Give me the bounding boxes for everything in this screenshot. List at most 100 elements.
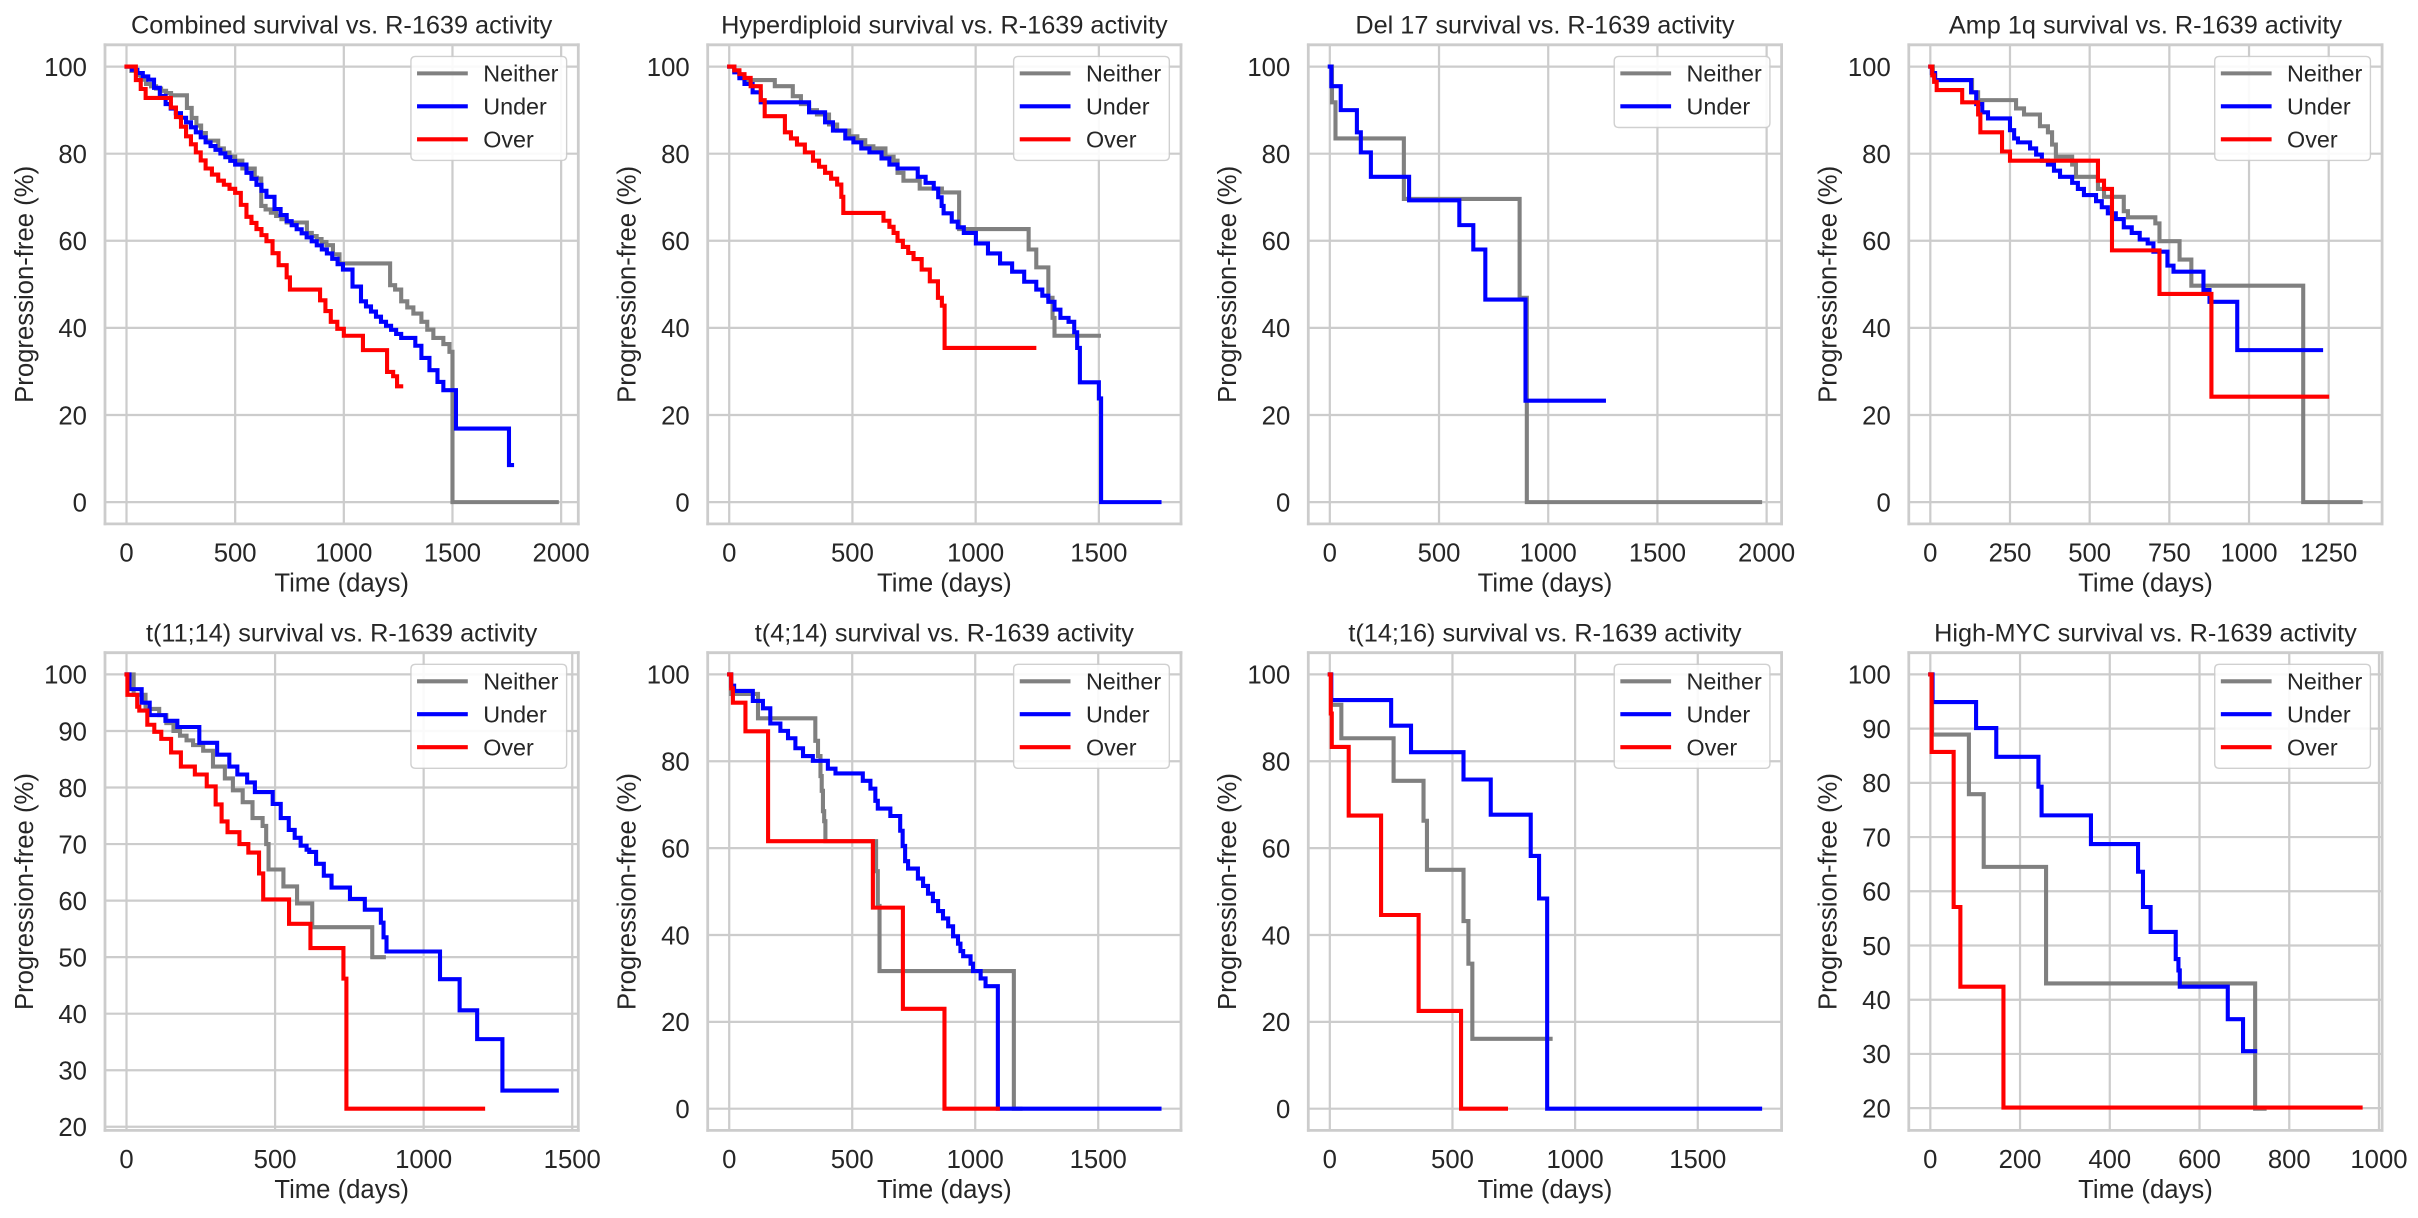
svg-text:1000: 1000 — [1547, 1146, 1604, 1174]
svg-text:0: 0 — [119, 540, 133, 568]
svg-text:Combined survival vs. R-1639 a: Combined survival vs. R-1639 activity — [131, 11, 553, 39]
svg-text:250: 250 — [1989, 540, 2032, 568]
svg-text:80: 80 — [1262, 141, 1291, 169]
svg-text:Over: Over — [1687, 734, 1738, 760]
svg-text:800: 800 — [2268, 1146, 2311, 1174]
svg-text:1500: 1500 — [1070, 1146, 1127, 1174]
svg-text:2000: 2000 — [1738, 540, 1795, 568]
svg-text:Neither: Neither — [1687, 61, 1762, 87]
svg-text:40: 40 — [661, 922, 690, 950]
svg-text:1000: 1000 — [2220, 540, 2277, 568]
svg-text:1500: 1500 — [544, 1146, 601, 1174]
svg-text:Under: Under — [1687, 701, 1751, 727]
svg-text:1000: 1000 — [2350, 1146, 2407, 1174]
svg-text:Del 17 survival vs. R-1639 act: Del 17 survival vs. R-1639 activity — [1355, 11, 1734, 39]
svg-text:100: 100 — [1247, 54, 1290, 82]
svg-text:Progression-free (%): Progression-free (%) — [1815, 773, 1843, 1010]
svg-text:Under: Under — [2287, 701, 2351, 727]
svg-text:Hyperdiploid survival vs. R-16: Hyperdiploid survival vs. R-1639 activit… — [721, 11, 1168, 39]
svg-text:70: 70 — [1862, 824, 1891, 852]
svg-text:t(4;14) survival vs. R-1639 ac: t(4;14) survival vs. R-1639 activity — [755, 619, 1134, 647]
svg-text:1000: 1000 — [395, 1146, 452, 1174]
svg-text:70: 70 — [58, 831, 87, 859]
svg-text:100: 100 — [647, 54, 690, 82]
svg-text:30: 30 — [1862, 1041, 1891, 1069]
svg-text:Neither: Neither — [2287, 668, 2362, 694]
svg-text:0: 0 — [722, 540, 736, 568]
svg-text:1000: 1000 — [1520, 540, 1577, 568]
svg-text:Neither: Neither — [1687, 668, 1762, 694]
svg-text:Time (days): Time (days) — [2078, 569, 2213, 597]
svg-text:500: 500 — [214, 540, 257, 568]
svg-text:Time (days): Time (days) — [877, 569, 1012, 597]
svg-text:80: 80 — [1262, 749, 1291, 777]
svg-text:Neither: Neither — [1086, 61, 1161, 87]
svg-text:100: 100 — [44, 54, 87, 82]
svg-text:High-MYC survival vs. R-1639 a: High-MYC survival vs. R-1639 activity — [1934, 619, 2357, 647]
svg-text:80: 80 — [58, 775, 87, 803]
svg-text:750: 750 — [2148, 540, 2191, 568]
svg-text:1500: 1500 — [1669, 1146, 1726, 1174]
svg-text:30: 30 — [58, 1058, 87, 1086]
svg-text:Progression-free (%): Progression-free (%) — [614, 166, 642, 403]
svg-text:40: 40 — [1862, 315, 1891, 343]
svg-text:0: 0 — [1923, 540, 1937, 568]
svg-text:0: 0 — [1876, 489, 1890, 517]
svg-text:80: 80 — [661, 749, 690, 777]
svg-text:60: 60 — [1262, 228, 1291, 256]
svg-text:500: 500 — [831, 540, 874, 568]
svg-text:20: 20 — [661, 1009, 690, 1037]
svg-text:40: 40 — [661, 315, 690, 343]
svg-text:20: 20 — [1262, 1009, 1291, 1037]
svg-text:Neither: Neither — [1086, 668, 1161, 694]
svg-text:40: 40 — [1262, 315, 1291, 343]
svg-text:Under: Under — [483, 701, 547, 727]
svg-text:Under: Under — [1086, 93, 1150, 119]
svg-text:80: 80 — [661, 141, 690, 169]
svg-text:t(14;16) survival vs. R-1639 a: t(14;16) survival vs. R-1639 activity — [1348, 619, 1742, 647]
svg-text:Over: Over — [483, 734, 534, 760]
svg-text:Over: Over — [2287, 734, 2338, 760]
svg-text:80: 80 — [1862, 141, 1891, 169]
svg-text:60: 60 — [1862, 228, 1891, 256]
svg-text:Time (days): Time (days) — [2078, 1176, 2213, 1204]
svg-text:Time (days): Time (days) — [274, 1176, 409, 1204]
svg-text:90: 90 — [58, 718, 87, 746]
svg-text:Progression-free (%): Progression-free (%) — [1815, 166, 1843, 403]
svg-text:Over: Over — [1086, 734, 1137, 760]
svg-text:Amp 1q survival vs. R-1639 act: Amp 1q survival vs. R-1639 activity — [1949, 11, 2343, 39]
svg-text:Over: Over — [483, 126, 534, 152]
svg-text:40: 40 — [58, 315, 87, 343]
svg-text:Neither: Neither — [483, 668, 558, 694]
svg-text:Progression-free (%): Progression-free (%) — [614, 773, 642, 1010]
svg-text:100: 100 — [1848, 54, 1891, 82]
svg-text:0: 0 — [722, 1146, 736, 1174]
svg-text:20: 20 — [1862, 1095, 1891, 1123]
svg-text:500: 500 — [831, 1146, 874, 1174]
svg-text:0: 0 — [119, 1146, 133, 1174]
svg-text:1000: 1000 — [315, 540, 372, 568]
svg-text:100: 100 — [44, 662, 87, 690]
svg-text:Time (days): Time (days) — [1478, 569, 1613, 597]
svg-text:0: 0 — [1323, 540, 1337, 568]
svg-text:600: 600 — [2178, 1146, 2221, 1174]
svg-text:50: 50 — [58, 944, 87, 972]
svg-text:2000: 2000 — [533, 540, 590, 568]
svg-text:1250: 1250 — [2300, 540, 2357, 568]
svg-text:Over: Over — [1086, 126, 1137, 152]
svg-text:0: 0 — [73, 489, 87, 517]
svg-text:90: 90 — [1862, 716, 1891, 744]
svg-text:100: 100 — [1247, 662, 1290, 690]
svg-text:40: 40 — [1862, 987, 1891, 1015]
svg-text:Time (days): Time (days) — [274, 569, 409, 597]
svg-text:20: 20 — [58, 1114, 87, 1142]
svg-text:500: 500 — [1431, 1146, 1474, 1174]
svg-text:Neither: Neither — [483, 61, 558, 87]
svg-text:500: 500 — [1418, 540, 1461, 568]
svg-text:0: 0 — [1323, 1146, 1337, 1174]
svg-text:500: 500 — [2068, 540, 2111, 568]
svg-text:20: 20 — [661, 402, 690, 430]
svg-text:60: 60 — [58, 228, 87, 256]
svg-text:40: 40 — [58, 1001, 87, 1029]
svg-text:Time (days): Time (days) — [1478, 1176, 1613, 1204]
